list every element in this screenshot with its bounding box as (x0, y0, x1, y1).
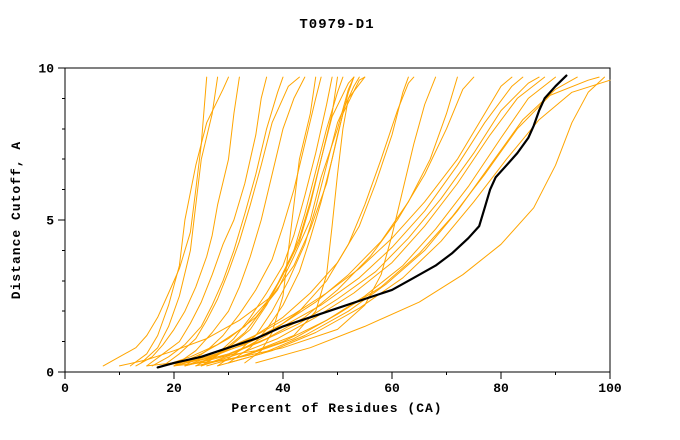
model-curve (151, 76, 284, 367)
y-tick-label: 5 (46, 214, 54, 229)
tick-labels: 0 20 40 60 80 100 0 5 10 (38, 62, 622, 397)
model-curve (162, 76, 300, 367)
model-curve (135, 76, 240, 367)
x-tick-label: 0 (61, 381, 69, 396)
model-curve (162, 76, 338, 367)
chart-title: T0979-D1 (299, 17, 374, 33)
model-curve (173, 76, 355, 367)
model-curve (217, 76, 578, 367)
x-axis-label: Percent of Residues (CA) (231, 401, 442, 416)
curve-series (102, 74, 611, 369)
model-curve (173, 76, 437, 367)
model-curve (129, 76, 229, 367)
model-curve (206, 76, 355, 364)
model-curve (146, 76, 366, 367)
reference-curve (156, 74, 568, 369)
model-curve (206, 76, 600, 367)
model-curve (195, 76, 333, 367)
model-curve (228, 79, 611, 364)
model-curve (195, 76, 556, 367)
model-curve (173, 76, 524, 367)
x-tick-label: 80 (493, 381, 509, 396)
axis-ticks (58, 67, 611, 379)
y-tick-label: 0 (46, 366, 54, 381)
x-tick-label: 100 (598, 381, 622, 396)
model-curve (162, 76, 513, 367)
plot-border (64, 67, 611, 373)
y-axis-label: Distance Cutoff, A (9, 141, 24, 299)
model-curve (255, 76, 605, 364)
x-tick-label: 20 (166, 381, 182, 396)
model-curve (146, 76, 268, 367)
model-curve (184, 76, 540, 367)
model-curve (200, 76, 415, 367)
model-curve (244, 76, 317, 364)
model-curve (184, 76, 322, 367)
model-curve (217, 76, 360, 367)
y-tick-label: 10 (38, 62, 54, 77)
model-curve (102, 76, 208, 367)
x-tick-label: 40 (275, 381, 291, 396)
x-tick-label: 60 (384, 381, 400, 396)
model-curve (140, 76, 219, 364)
plot-frame (64, 67, 611, 373)
model-curve (119, 76, 355, 367)
model-curve (184, 76, 475, 367)
